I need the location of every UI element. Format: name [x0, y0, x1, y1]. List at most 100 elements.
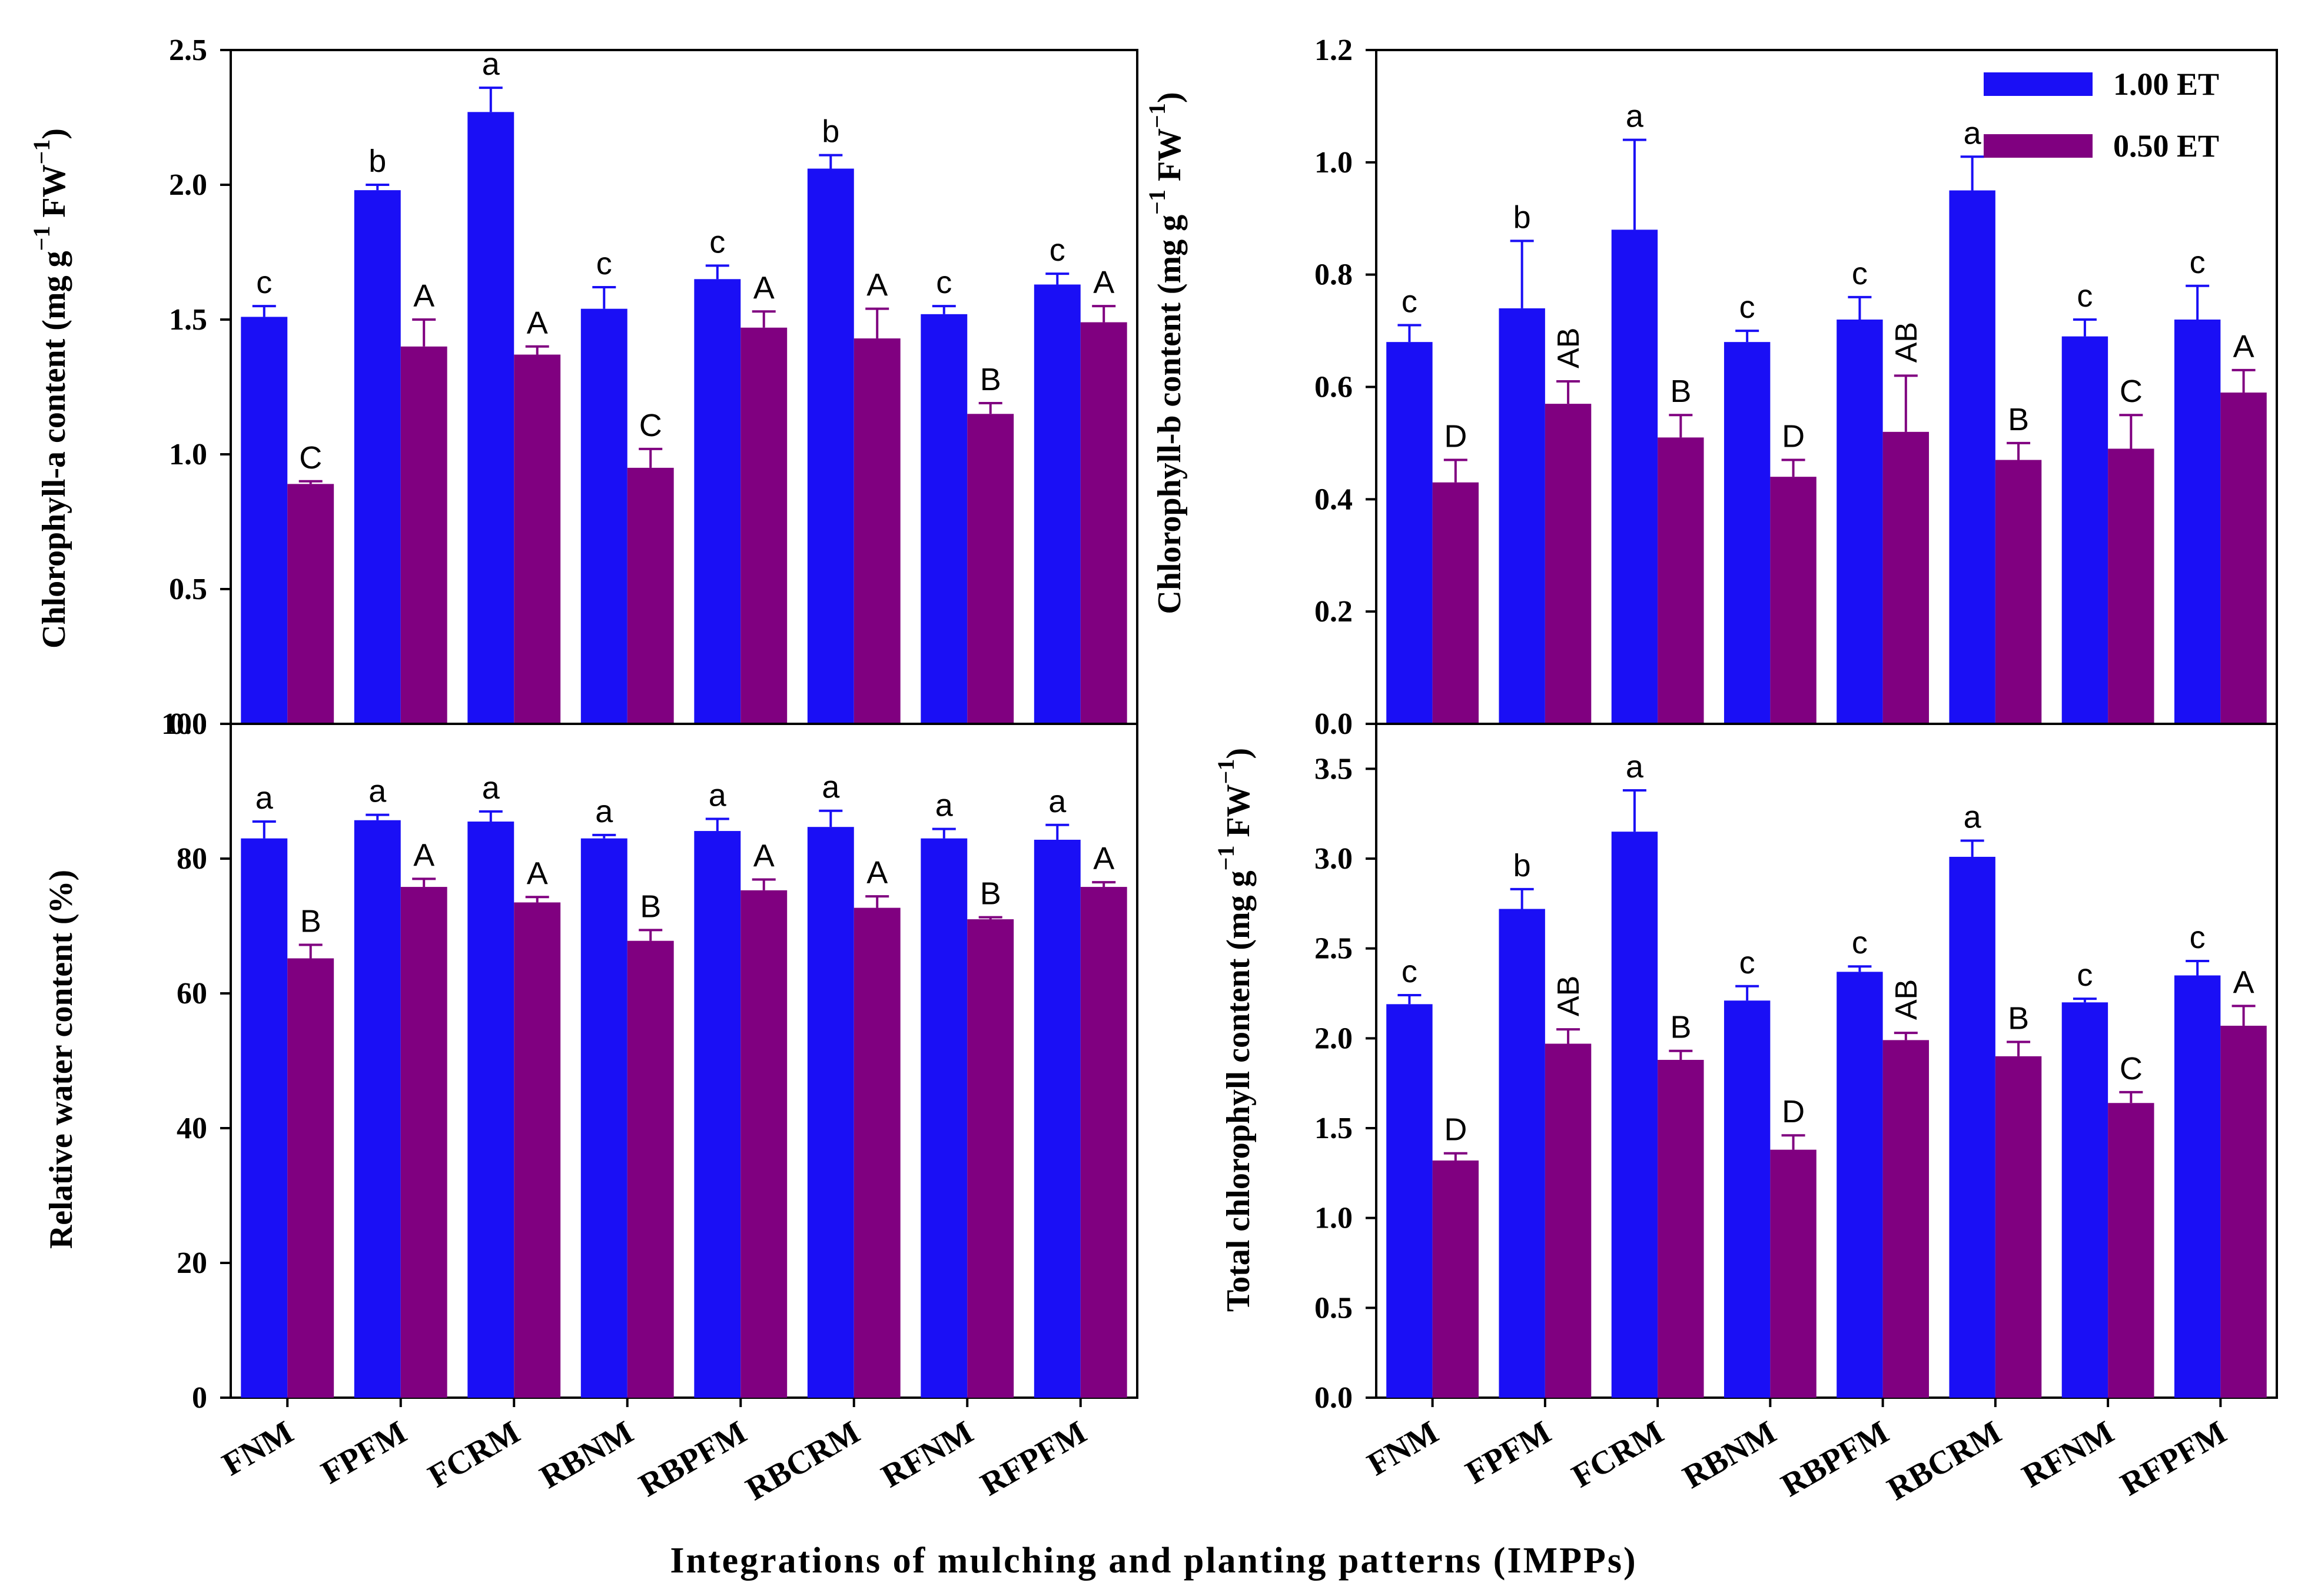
bar-rbnm-et050 [627, 940, 674, 1398]
significance-letter: AB [1552, 328, 1586, 368]
significance-letter: a [1626, 749, 1644, 784]
y-tick-label: 2.5 [1314, 932, 1353, 966]
bar-fcrm-et100 [467, 112, 514, 724]
bar-fnm-et100 [241, 838, 288, 1398]
y-tick-label: 0.0 [169, 707, 207, 741]
x-tick-label: RFPFM [975, 1414, 1093, 1504]
significance-letter: c [1402, 954, 1417, 989]
significance-letter: a [482, 770, 500, 806]
y-axis-title: Total chlorophyll content (mg g−1 FW−1) [1213, 748, 1257, 1312]
y-tick-label: 0.0 [1314, 707, 1353, 741]
x-tick-label: FNM [1361, 1414, 1444, 1483]
legend-swatch [1984, 72, 2093, 96]
x-axis-title: Integrations of mulching and planting pa… [670, 1541, 1637, 1581]
y-axis-title-end: ) [36, 128, 72, 139]
y-tick-label: 0.0 [1314, 1381, 1353, 1415]
bar-fpfm-et050 [400, 346, 447, 724]
bar-fpfm-et100 [1499, 308, 1545, 724]
y-axis-title-sup: −1 [1213, 759, 1239, 784]
y-axis-title-sup: −1 [1144, 103, 1170, 128]
bar-rfpfm-et100 [1034, 839, 1081, 1398]
significance-letter: AB [1889, 979, 1924, 1020]
bars: c b a c c a c c D AB B D AB B C A [1386, 749, 2267, 1398]
significance-letter: c [596, 246, 612, 281]
legend-label: 1.00 ET [2113, 66, 2219, 102]
x-tick-label: RFNM [875, 1414, 979, 1495]
bar-fnm-et050 [287, 484, 334, 724]
significance-letter: B [2008, 402, 2029, 437]
bar-fcrm-et050 [514, 354, 561, 724]
y-tick-label: 3.0 [1314, 842, 1353, 876]
legend-swatch [1984, 134, 2093, 158]
bar-rfpfm-et100 [2174, 975, 2221, 1398]
x-tick-label: FPFM [1460, 1414, 1558, 1491]
bar-rfnm-et050 [2108, 1103, 2154, 1398]
significance-letter: a [368, 774, 387, 809]
bars: c b a c c b c c C A A C A A B A [241, 46, 1127, 724]
significance-letter: A [2233, 965, 2254, 1000]
bar-rfnm-et050 [2108, 448, 2154, 724]
bar-rfpfm-et050 [2220, 1025, 2267, 1398]
x-tick-label: RBNM [1677, 1414, 1782, 1496]
x-tick-label: RBNM [534, 1414, 639, 1496]
bar-fcrm-et050 [514, 902, 561, 1398]
chart-total-chlorophyll: 0.0 0.5 1.0 1.5 2.0 2.5 3.0 3.5 Total chlorophyl… [1213, 723, 2278, 1508]
x-tick-label: FPFM [316, 1414, 413, 1491]
bar-rfpfm-et050 [1080, 322, 1127, 724]
significance-letter: c [1050, 232, 1065, 268]
significance-letter: c [2190, 920, 2206, 955]
plot-frame [1375, 723, 2278, 1399]
y-tick-label: 1.0 [1314, 146, 1353, 179]
significance-letter: C [299, 440, 322, 476]
y-axis-title-mid: FW [36, 164, 72, 225]
y-axis-title-text: Total chlorophyll content (mg g [1220, 870, 1257, 1312]
y-tick-label: 2.0 [169, 168, 207, 202]
y-tick-label: 20 [177, 1246, 207, 1280]
significance-letter: B [300, 904, 321, 939]
chart-chlorophyll-b: 0.0 0.2 0.4 0.6 0.8 1.0 1.2 Chlorophyll-b conte… [1144, 34, 2278, 741]
y-tick-label: 2.5 [169, 34, 207, 67]
y-axis-title-text: Chlorophyll-b content (mg g [1151, 215, 1188, 614]
significance-letter: a [822, 770, 840, 805]
y-axis: 0.0 0.5 1.0 1.5 2.0 2.5 3.0 3.5 [1314, 752, 1376, 1415]
y-axis-title-mid: FW [1151, 128, 1188, 189]
significance-letter: D [1444, 419, 1467, 454]
significance-letter: B [2008, 1000, 2029, 1036]
y-tick-label: 0.6 [1314, 371, 1353, 404]
bar-fpfm-et050 [1545, 404, 1592, 724]
significance-letter: C [2120, 374, 2143, 409]
bar-rfpfm-et100 [2174, 320, 2221, 724]
y-axis: 0.0 0.5 1.0 1.5 2.0 2.5 [169, 34, 231, 741]
bar-rbpfm-et050 [740, 890, 788, 1398]
significance-letter: a [255, 780, 274, 816]
x-tick-label: RBCRM [1881, 1414, 2007, 1508]
bar-rbcrm-et100 [807, 827, 854, 1398]
bar-fpfm-et100 [354, 190, 401, 724]
bar-rbnm-et050 [1770, 1149, 1817, 1398]
y-axis-title-sup: −1 [1144, 189, 1170, 215]
bar-rfnm-et100 [2061, 336, 2108, 724]
significance-letter: a [1964, 799, 1982, 834]
bar-rbcrm-et050 [854, 907, 901, 1398]
bar-rbnm-et050 [1770, 477, 1817, 724]
significance-letter: c [709, 224, 725, 260]
significance-letter: A [1093, 265, 1114, 300]
significance-letter: AB [1552, 976, 1586, 1016]
bar-fnm-et050 [1432, 1160, 1479, 1398]
y-axis-title-sup: −1 [28, 139, 55, 165]
significance-letter: a [1626, 99, 1644, 134]
significance-letter: A [2233, 329, 2254, 364]
bar-rbnm-et100 [580, 308, 627, 724]
y-axis-title-text: Chlorophyll-a content (mg g [36, 251, 72, 649]
bar-fcrm-et100 [467, 822, 514, 1398]
bar-rbnm-et100 [580, 838, 627, 1398]
significance-letter: c [1852, 256, 1868, 291]
bar-rbcrm-et100 [1949, 190, 1995, 724]
bar-rbpfm-et100 [694, 279, 741, 724]
significance-letter: a [595, 794, 613, 829]
bar-rfpfm-et050 [2220, 393, 2267, 724]
x-tick-label: RBPFM [633, 1414, 752, 1504]
y-tick-label: 0.5 [1314, 1291, 1353, 1325]
significance-letter: A [527, 856, 548, 891]
